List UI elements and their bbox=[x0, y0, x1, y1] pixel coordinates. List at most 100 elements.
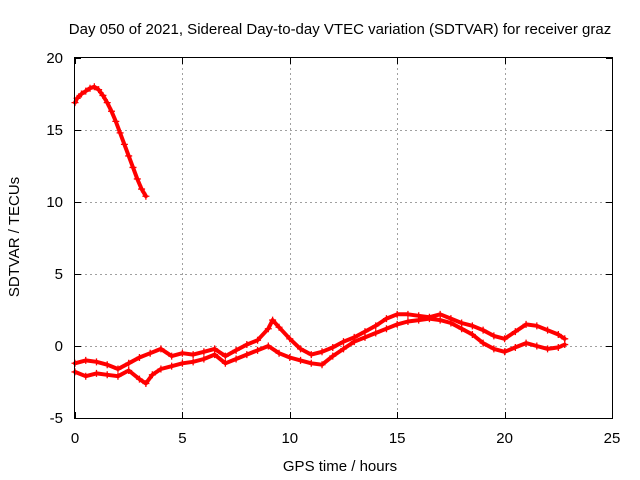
data-point bbox=[275, 349, 283, 357]
x-axis-label: GPS time / hours bbox=[283, 458, 397, 475]
data-point bbox=[318, 348, 326, 356]
data-point bbox=[286, 354, 294, 362]
data-point bbox=[511, 343, 519, 351]
data-point bbox=[135, 375, 143, 383]
data-point bbox=[125, 366, 133, 374]
data-point bbox=[232, 346, 240, 354]
y-tick-label: 20 bbox=[46, 50, 63, 67]
data-point bbox=[393, 310, 401, 318]
data-point bbox=[415, 316, 423, 324]
data-point bbox=[157, 365, 165, 373]
y-tick-label: 15 bbox=[46, 122, 63, 139]
data-point bbox=[120, 140, 128, 148]
data-point bbox=[189, 358, 197, 366]
series-track-b bbox=[71, 315, 569, 387]
y-tick-label: 10 bbox=[46, 194, 63, 211]
data-point bbox=[479, 339, 487, 347]
data-point bbox=[157, 345, 165, 353]
data-point bbox=[561, 341, 569, 349]
data-point bbox=[168, 352, 176, 360]
data-point bbox=[200, 348, 208, 356]
data-point bbox=[468, 322, 476, 330]
data-point bbox=[90, 83, 98, 91]
data-point bbox=[501, 335, 509, 343]
data-point bbox=[382, 325, 390, 333]
data-point bbox=[114, 372, 122, 380]
data-point bbox=[103, 361, 111, 369]
data-point bbox=[221, 359, 229, 367]
plot-frame bbox=[74, 57, 613, 419]
x-tick-label: 15 bbox=[389, 430, 406, 447]
y-axis-label: SDTVAR / TECUs bbox=[6, 177, 23, 297]
data-point bbox=[125, 359, 133, 367]
data-point bbox=[511, 328, 519, 336]
data-point bbox=[533, 342, 541, 350]
data-point bbox=[82, 87, 90, 95]
data-point bbox=[458, 325, 466, 333]
data-point bbox=[297, 356, 305, 364]
data-point bbox=[372, 329, 380, 337]
data-point bbox=[490, 332, 498, 340]
data-point bbox=[133, 175, 141, 183]
data-point bbox=[307, 359, 315, 367]
data-point bbox=[243, 351, 251, 359]
data-point bbox=[92, 369, 100, 377]
data-point bbox=[129, 163, 137, 171]
series-trace bbox=[73, 312, 567, 371]
data-point bbox=[554, 330, 562, 338]
data-point bbox=[114, 365, 122, 373]
data-point bbox=[447, 319, 455, 327]
data-point bbox=[297, 345, 305, 353]
series bbox=[71, 83, 569, 387]
data-point bbox=[307, 351, 315, 359]
data-point bbox=[329, 343, 337, 351]
data-point bbox=[329, 352, 337, 360]
data-point bbox=[86, 84, 94, 92]
data-point bbox=[103, 371, 111, 379]
data-point bbox=[361, 333, 369, 341]
data-point bbox=[142, 379, 150, 387]
data-point bbox=[148, 371, 156, 379]
data-point bbox=[95, 86, 103, 94]
y-tick-label: 5 bbox=[55, 266, 63, 283]
data-point bbox=[211, 351, 219, 359]
data-point bbox=[436, 316, 444, 324]
data-point bbox=[425, 315, 433, 323]
data-point bbox=[372, 322, 380, 330]
data-point bbox=[522, 339, 530, 347]
y-tick-label: 0 bbox=[55, 338, 63, 355]
x-tick-label: 0 bbox=[71, 430, 79, 447]
data-point bbox=[522, 320, 530, 328]
data-point bbox=[340, 338, 347, 346]
data-point bbox=[404, 310, 412, 318]
data-point bbox=[544, 326, 552, 334]
data-point bbox=[533, 322, 541, 330]
data-point bbox=[286, 335, 294, 343]
x-tick-label: 25 bbox=[604, 430, 621, 447]
data-point bbox=[318, 361, 326, 369]
data-point bbox=[92, 358, 100, 366]
data-point bbox=[544, 345, 552, 353]
data-point bbox=[243, 341, 251, 349]
data-point bbox=[178, 359, 186, 367]
data-point bbox=[275, 323, 283, 331]
data-point bbox=[264, 342, 272, 350]
data-point bbox=[99, 91, 107, 99]
data-point bbox=[200, 355, 208, 363]
chart-title: Day 050 of 2021, Sidereal Day-to-day VTE… bbox=[69, 21, 611, 38]
y-tick-labels: -5 0 5 10 15 20 bbox=[46, 50, 63, 427]
data-point bbox=[142, 192, 150, 200]
data-point bbox=[135, 354, 143, 362]
data-point bbox=[254, 336, 262, 344]
data-point bbox=[189, 351, 197, 359]
data-point bbox=[125, 152, 133, 160]
x-tick-label: 10 bbox=[281, 430, 298, 447]
data-point bbox=[221, 352, 229, 360]
data-point bbox=[103, 99, 111, 107]
data-point bbox=[178, 349, 186, 357]
x-tick-label: 5 bbox=[178, 430, 186, 447]
data-point bbox=[82, 356, 90, 364]
data-point bbox=[116, 129, 124, 137]
